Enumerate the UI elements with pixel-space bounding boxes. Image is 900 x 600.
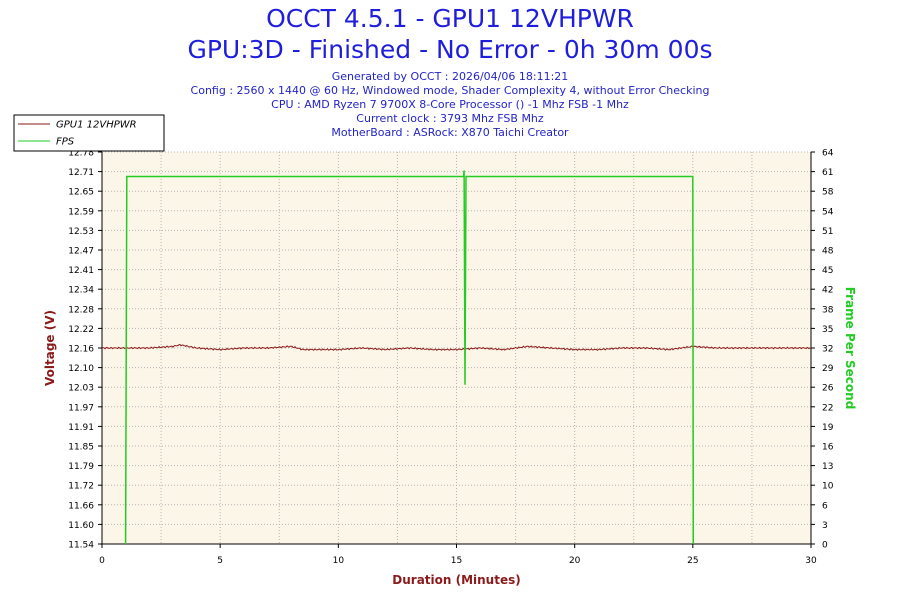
y-tick-label: 12.59	[68, 207, 94, 217]
info-generated: Generated by OCCT : 2026/04/06 18:11:21	[331, 70, 569, 83]
chart-subtitle: GPU:3D - Finished - No Error - 0h 30m 00…	[187, 35, 713, 64]
y-tick-label: 11.97	[68, 403, 94, 413]
y2-tick-label: 48	[822, 247, 834, 257]
x-tick-label: 30	[805, 556, 817, 566]
y2-tick-label: 35	[822, 325, 833, 335]
y-tick-label: 11.66	[68, 501, 94, 511]
y-tick-label: 12.10	[68, 364, 94, 374]
y-tick-label: 12.34	[68, 286, 94, 296]
legend-label-fps: FPS	[56, 137, 75, 148]
y2-tick-label: 16	[822, 443, 834, 453]
y2-tick-label: 45	[822, 266, 833, 276]
y2-tick-label: 64	[822, 149, 834, 159]
y2-tick-label: 42	[822, 286, 833, 296]
y-tick-label: 12.78	[68, 149, 94, 159]
y2-tick-label: 10	[822, 482, 834, 492]
y-tick-label: 12.28	[68, 305, 94, 315]
y2-tick-label: 29	[822, 364, 834, 374]
y2-tick-label: 13	[822, 462, 833, 472]
y2-tick-label: 0	[822, 541, 828, 551]
y-tick-label: 11.54	[68, 541, 94, 551]
info-clock: Current clock : 3793 Mhz FSB Mhz	[356, 112, 544, 125]
y-tick-label: 11.91	[68, 423, 94, 433]
y2-tick-label: 58	[822, 188, 834, 198]
y2-tick-label: 19	[822, 423, 834, 433]
y2-tick-label: 51	[822, 227, 833, 237]
legend-box	[13, 114, 165, 152]
y2-tick-label: 32	[822, 345, 833, 355]
y-tick-label: 12.53	[68, 227, 94, 237]
y2-tick-label: 61	[822, 168, 833, 178]
y-tick-label: 12.22	[68, 325, 94, 335]
y2-tick-label: 26	[822, 384, 834, 394]
y2-tick-label: 22	[822, 403, 833, 413]
y2-tick-label: 38	[822, 305, 834, 315]
legend-label-voltage: GPU1 12VHPWR	[56, 120, 137, 131]
x-tick-label: 25	[687, 556, 698, 566]
info-cpu: CPU : AMD Ryzen 7 9700X 8-Core Processor…	[271, 98, 629, 111]
y2-tick-label: 54	[822, 207, 834, 217]
series-line-fps	[124, 170, 695, 545]
y-tick-label: 12.41	[68, 266, 94, 276]
x-tick-label: 20	[569, 556, 581, 566]
y-tick-label: 11.85	[68, 443, 94, 453]
y-tick-label: 11.60	[68, 521, 94, 531]
y-axis-label: Voltage (V)	[43, 310, 57, 386]
y-tick-label: 11.72	[68, 482, 94, 492]
x-tick-label: 0	[99, 556, 105, 566]
y-tick-label: 12.47	[68, 247, 94, 257]
info-motherboard: MotherBoard : ASRock: X870 Taichi Creato…	[331, 126, 569, 139]
x-tick-label: 10	[333, 556, 345, 566]
x-tick-label: 15	[451, 556, 462, 566]
y-tick-label: 12.16	[68, 345, 94, 355]
info-config: Config : 2560 x 1440 @ 60 Hz, Windowed m…	[190, 84, 710, 97]
x-axis-label: Duration (Minutes)	[392, 573, 520, 587]
y-tick-label: 12.65	[68, 188, 94, 198]
y-tick-label: 12.03	[68, 384, 94, 394]
y2-axis-label: Frame Per Second	[843, 287, 857, 410]
y-tick-label: 12.71	[68, 168, 94, 178]
y2-tick-label: 6	[822, 501, 828, 511]
y-tick-label: 11.79	[68, 462, 94, 472]
chart-title: OCCT 4.5.1 - GPU1 12VHPWR	[266, 4, 634, 33]
x-tick-label: 5	[217, 556, 223, 566]
y2-tick-label: 3	[822, 521, 828, 531]
